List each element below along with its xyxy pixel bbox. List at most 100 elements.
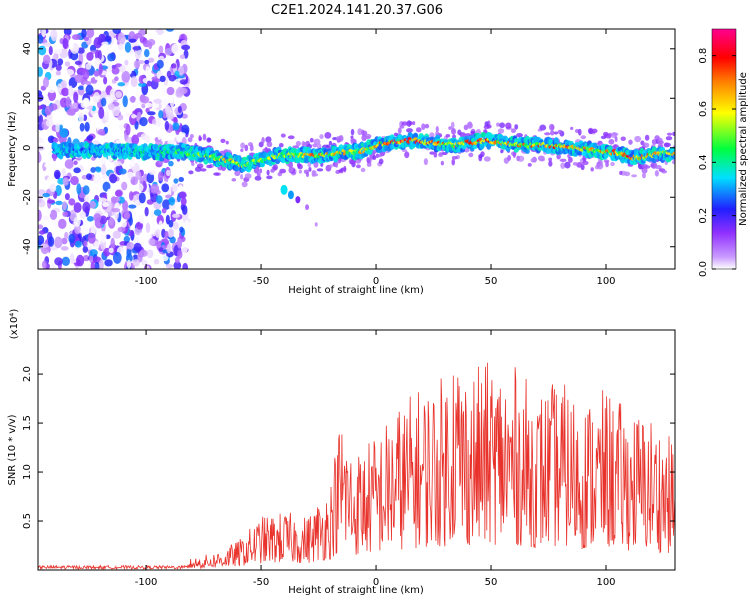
noise-speckle <box>165 169 171 177</box>
noise-speckle <box>128 191 134 201</box>
ridge-blob <box>651 158 657 164</box>
x-tick-label: 0 <box>373 276 379 287</box>
colorbar-tick-label: 0.0 <box>698 261 709 277</box>
noise-speckle <box>82 201 91 214</box>
noise-speckle <box>42 76 50 88</box>
noise-speckle <box>118 168 127 175</box>
noise-speckle <box>73 160 78 166</box>
noise-speckle <box>131 134 140 145</box>
ridge-halo <box>266 141 273 148</box>
noise-speckle <box>146 80 152 87</box>
ridge-halo <box>544 132 551 136</box>
colorbar-tick-label: 0.2 <box>698 208 709 224</box>
noise-speckle <box>44 95 49 105</box>
noise-speckle <box>128 204 137 209</box>
noise-speckle <box>59 128 69 138</box>
ridge-halo <box>234 170 241 177</box>
ridge-halo <box>465 133 471 137</box>
noise-speckle <box>166 70 172 79</box>
noise-speckle <box>101 164 107 176</box>
noise-speckle <box>164 120 170 131</box>
ridge-halo <box>484 121 489 127</box>
noise-speckle <box>181 44 191 51</box>
noise-speckle <box>152 31 158 38</box>
noise-speckle <box>135 183 144 193</box>
noise-speckle <box>118 124 124 131</box>
noise-speckle <box>44 162 53 168</box>
colorbar-tick-label: 0.6 <box>698 101 709 117</box>
ridge-halo <box>360 167 366 173</box>
ridge-halo <box>507 155 512 161</box>
noise-speckle <box>98 259 104 269</box>
y-tick-label: 1.5 <box>22 415 33 431</box>
ridge-halo <box>614 136 618 143</box>
ridge-halo <box>470 131 476 135</box>
ridge-halo <box>313 138 321 145</box>
noise-speckle <box>50 263 56 269</box>
noise-speckle <box>160 99 169 107</box>
ridge-halo <box>634 135 642 143</box>
ridge-halo <box>324 132 332 139</box>
noise-speckle <box>113 161 122 167</box>
x-tick-label: 50 <box>485 276 498 287</box>
noise-speckle <box>54 236 63 249</box>
ridge-halo <box>602 131 609 137</box>
noise-speckle <box>80 228 90 235</box>
noise-speckle <box>92 92 101 104</box>
noise-speckle <box>53 169 61 180</box>
noise-speckle <box>53 118 63 126</box>
noise-speckle <box>61 168 67 177</box>
noise-speckle <box>112 29 122 35</box>
noise-speckle <box>110 196 117 203</box>
noise-speckle <box>82 254 90 262</box>
noise-speckle <box>75 254 85 267</box>
noise-speckle <box>110 237 115 250</box>
figure-title: C2E1.2024.141.20.37.G06 <box>271 3 443 18</box>
ridge-halo <box>450 121 455 129</box>
ridge-halo <box>319 134 324 140</box>
ridge-halo <box>266 169 270 176</box>
noise-speckle <box>147 111 156 116</box>
ridge-halo <box>572 162 578 166</box>
noise-speckle <box>38 137 43 144</box>
noise-speckle <box>144 49 150 58</box>
noise-speckle <box>93 213 102 223</box>
noise-speckle <box>179 54 186 60</box>
noise-speckle <box>87 232 96 244</box>
y-tick-label: 20 <box>22 92 33 105</box>
noise-speckle <box>126 241 135 250</box>
ridge-halo <box>570 126 574 130</box>
colorbar-tick-label: 0.8 <box>698 48 709 64</box>
noise-speckle <box>157 131 162 141</box>
ridge-halo <box>440 160 445 166</box>
noise-speckle <box>147 57 155 63</box>
noise-speckle <box>38 261 42 268</box>
noise-speckle <box>108 216 114 226</box>
ridge-halo <box>550 130 555 136</box>
noise-speckle <box>177 249 183 259</box>
noise-speckle <box>65 69 75 76</box>
noise-speckle <box>55 122 60 133</box>
noise-speckle <box>38 66 43 77</box>
noise-speckle <box>38 224 44 230</box>
noise-speckle <box>130 176 139 186</box>
noise-speckle <box>79 122 85 132</box>
noise-speckle <box>77 47 85 54</box>
noise-speckle <box>132 259 140 267</box>
noise-speckle <box>49 183 57 193</box>
spectrogram-y-ticks: -40 -20 0 20 40 <box>22 42 675 255</box>
ridge-halo <box>213 172 220 176</box>
ridge-halo <box>556 153 561 160</box>
noise-speckle <box>157 171 164 182</box>
noise-speckle <box>63 29 72 36</box>
noise-speckle <box>161 87 167 97</box>
ridge-blob <box>524 148 530 154</box>
ridge-halo <box>421 123 426 130</box>
noise-speckle <box>101 174 108 180</box>
ridge-halo <box>328 140 332 146</box>
noise-speckle <box>46 208 52 215</box>
noise-speckle <box>93 174 102 184</box>
ridge-halo <box>655 165 662 170</box>
x-tick-label: -50 <box>253 276 269 287</box>
secondary-trace-blob <box>280 184 288 195</box>
